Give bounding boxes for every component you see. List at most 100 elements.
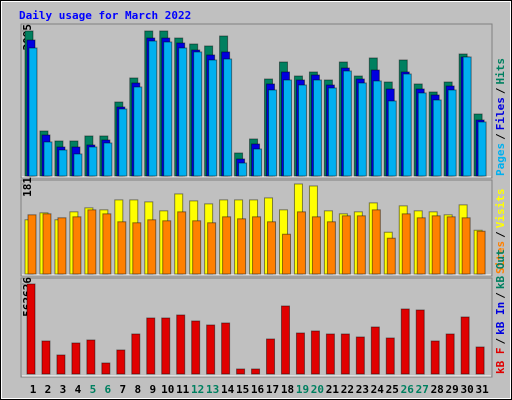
bar: [148, 40, 158, 177]
legend-entry: kB In: [494, 302, 507, 335]
legend-entry: Hits: [494, 58, 507, 85]
x-tick-label: 18: [281, 383, 294, 396]
bar: [327, 87, 337, 177]
bar: [371, 209, 381, 275]
legend-entry: kB Out: [494, 249, 507, 289]
bar: [221, 322, 231, 375]
bar: [58, 149, 68, 177]
bar: [42, 213, 52, 275]
bar: [430, 340, 440, 375]
bar: [71, 342, 81, 375]
bar: [312, 79, 322, 177]
bar: [281, 233, 291, 275]
bar: [311, 216, 321, 275]
bar: [72, 216, 82, 275]
x-tick-label: 24: [371, 383, 385, 396]
bar: [73, 153, 83, 177]
bar: [415, 309, 425, 375]
y-tick-label: 181: [21, 177, 34, 197]
bar: [161, 317, 171, 375]
bar: [191, 320, 201, 375]
bar: [223, 58, 233, 177]
x-tick-label: 26: [401, 383, 415, 396]
x-tick-label: 2: [45, 383, 52, 396]
x-tick-label: 11: [176, 383, 190, 396]
bar: [268, 89, 278, 177]
legend-separator: /: [494, 338, 507, 345]
bar: [236, 368, 246, 375]
bar: [133, 86, 143, 177]
bar: [400, 308, 410, 375]
bar: [387, 100, 397, 177]
legend-separator: /: [494, 87, 507, 94]
bar: [102, 213, 112, 275]
bar: [432, 99, 442, 177]
bar: [132, 222, 142, 275]
bar: [147, 219, 157, 275]
bar: [206, 324, 216, 375]
bar: [163, 41, 173, 177]
x-tick-label: 19: [296, 383, 309, 396]
bar: [103, 142, 113, 177]
x-tick-label: 22: [341, 383, 354, 396]
x-tick-label: 4: [75, 383, 82, 396]
bar: [86, 339, 96, 375]
x-tick-label: 31: [475, 383, 489, 396]
bar: [162, 220, 172, 275]
bar: [355, 336, 365, 375]
x-tick-label: 28: [431, 383, 444, 396]
bar: [177, 211, 187, 275]
x-tick-label: 3: [60, 383, 67, 396]
bar: [88, 146, 98, 177]
bar: [193, 51, 203, 177]
bar: [341, 215, 351, 275]
bar: [416, 217, 426, 275]
x-tick-label: 30: [461, 383, 474, 396]
legend-entry: Visits: [494, 189, 507, 229]
bar: [266, 338, 276, 375]
bar: [178, 47, 188, 177]
bar: [56, 354, 66, 375]
bar: [476, 230, 486, 275]
bar: [295, 332, 305, 375]
bar: [385, 337, 395, 375]
bar: [297, 84, 307, 177]
x-tick-label: 25: [386, 383, 399, 396]
title: Daily usage for March 2022: [19, 9, 191, 22]
bar: [342, 70, 352, 177]
bar: [27, 214, 37, 275]
x-tick-label: 17: [266, 383, 279, 396]
legend-separator: /: [494, 231, 507, 238]
x-tick-label: 10: [161, 383, 174, 396]
bar: [446, 216, 456, 275]
bar: [357, 82, 367, 177]
x-tick-label: 27: [416, 383, 429, 396]
bar: [43, 141, 53, 177]
bar: [417, 92, 427, 177]
bar: [207, 222, 217, 275]
bar: [356, 215, 366, 275]
bar: [116, 349, 126, 375]
bar: [192, 220, 202, 275]
bar: [370, 326, 380, 375]
x-tick-label: 23: [356, 383, 369, 396]
legend-separator: /: [494, 133, 507, 140]
x-tick-label: 1: [30, 383, 37, 396]
bar: [402, 73, 412, 177]
bar: [340, 333, 350, 375]
bar: [372, 80, 382, 177]
x-tick-label: 8: [134, 383, 141, 396]
legend-entry: Sites: [494, 241, 507, 274]
x-tick-label: 21: [326, 383, 340, 396]
bar: [28, 47, 38, 177]
x-tick-label: 13: [206, 383, 219, 396]
bar: [477, 121, 487, 177]
bar: [282, 79, 292, 177]
bar: [26, 283, 36, 375]
bar: [461, 217, 471, 275]
bar: [326, 221, 336, 275]
legend-separator: /: [494, 292, 507, 299]
x-tick-label: 12: [191, 383, 204, 396]
